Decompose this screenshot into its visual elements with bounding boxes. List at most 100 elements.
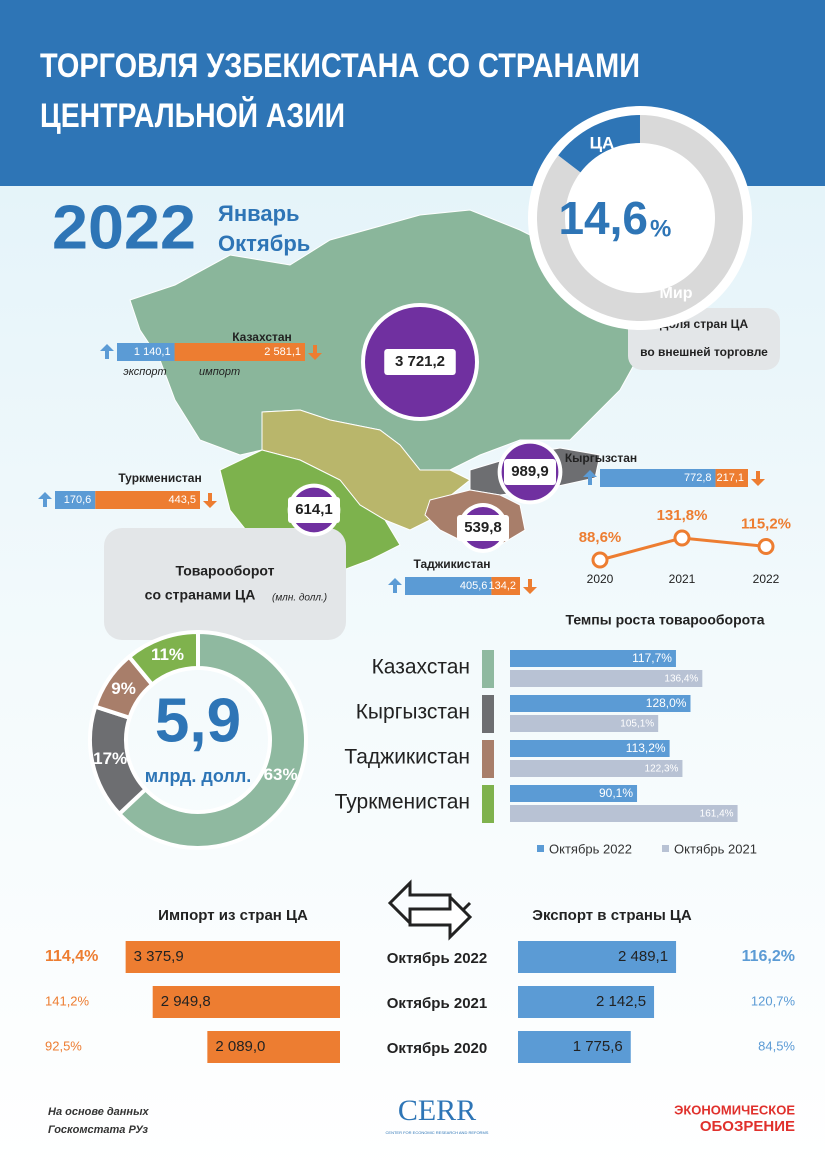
share-world-label: Мир: [660, 285, 693, 302]
growth-bar-label: 105,1%: [620, 719, 654, 730]
export-value: 1 140,1: [134, 346, 171, 358]
import-bar: [152, 986, 340, 1018]
growth-bar-label: 136,4%: [664, 674, 698, 685]
import-value: 3 375,9: [134, 948, 184, 965]
export-value: 1 775,6: [573, 1038, 623, 1055]
export-bar: [518, 986, 655, 1018]
export-arrow: [38, 492, 52, 507]
growth-point: [757, 537, 775, 555]
export-value: 170,6: [64, 494, 92, 506]
import-value: 217,1: [716, 472, 744, 484]
growth-bar: [510, 805, 738, 822]
import-value: 2 949,8: [161, 993, 211, 1010]
growth-year: 2022: [753, 572, 780, 586]
growth-label: 115,2%: [741, 515, 791, 532]
share-unit: %: [650, 215, 671, 242]
growth-bar: [510, 740, 670, 757]
brand-line-2: ОБОЗРЕНИЕ: [700, 1118, 795, 1135]
growth-point: [591, 551, 609, 569]
growth-year: 2021: [669, 572, 696, 586]
country-name: Казахстан: [232, 330, 292, 344]
import-bar: [125, 941, 341, 973]
turnover-segment-label: 11%: [151, 645, 184, 664]
export-growth: 84,5%: [758, 1038, 795, 1053]
growth-bars-title: Темпы роста товарооборота: [565, 612, 764, 628]
turnover-title-2: со странами ЦА: [145, 587, 256, 603]
import-title: Импорт из стран ЦА: [158, 907, 308, 924]
import-value: 134,2: [488, 580, 516, 592]
share-ca-label: ЦА: [590, 133, 615, 152]
period-label: Октябрь 2022: [387, 950, 487, 967]
export-growth: 116,2%: [742, 948, 795, 965]
country-total: 3 721,2: [395, 353, 445, 370]
turnover-unit-note: (млн. долл.): [272, 593, 327, 604]
turnover-segment-label: 9%: [111, 679, 136, 698]
import-bar: [491, 577, 520, 595]
country-swatch: [482, 695, 494, 733]
export-arrow: [388, 578, 402, 593]
import-value: 2 089,0: [215, 1038, 265, 1055]
country-total-box: [384, 349, 456, 375]
country-swatch: [482, 785, 494, 823]
import-value: 443,5: [168, 494, 196, 506]
growth-bar-label: 113,2%: [626, 741, 666, 755]
export-bar: [600, 469, 716, 487]
growth-bar-label: 161,4%: [700, 809, 734, 820]
exchange-arrow-right: [408, 893, 473, 941]
turnover-title-1: Товарооборот: [176, 563, 275, 579]
turnover-segment-label: 17%: [93, 749, 127, 768]
export-bar: [405, 577, 492, 595]
legend-label: Октябрь 2022: [549, 841, 632, 856]
growth-bar-label: 117,7%: [632, 651, 672, 665]
country-total: 539,8: [464, 519, 502, 536]
export-bar: [518, 941, 677, 973]
brand-line-1: ЭКОНОМИЧЕСКОЕ: [674, 1102, 795, 1117]
turnover-segment: [126, 629, 200, 688]
country-total-box: [288, 497, 340, 523]
country-label: Казахстан: [372, 656, 470, 679]
import-caption: импорт: [199, 366, 240, 378]
legend-swatch: [662, 845, 669, 852]
export-bar: [117, 343, 175, 361]
country-total: 989,9: [511, 463, 549, 480]
country-label: Кыргызстан: [356, 701, 470, 724]
growth-bar: [510, 715, 659, 732]
turnover-segment-label: 63%: [264, 765, 298, 784]
turnover-segment: [116, 629, 308, 850]
export-value: 2 142,5: [596, 993, 646, 1010]
country-name: Кыргызстан: [565, 451, 637, 465]
export-caption: экспорт: [123, 366, 166, 378]
legend-swatch: [537, 845, 544, 852]
growth-bar: [510, 670, 703, 687]
country-swatch: [482, 740, 494, 778]
import-bar: [95, 491, 200, 509]
import-arrow: [523, 579, 537, 594]
share-caption-2: во внешней торговле: [640, 345, 768, 359]
country-total-box: [457, 515, 509, 541]
country-label: Туркменистан: [335, 791, 470, 814]
import-arrow: [203, 493, 217, 508]
title-line-1: ТОРГОВЛЯ УЗБЕКИСТАНА СО СТРАНАМИ: [40, 47, 640, 85]
export-value: 772,8: [684, 472, 712, 484]
export-growth: 120,7%: [751, 993, 796, 1008]
period-label: Октябрь 2020: [387, 1040, 487, 1057]
export-title: Экспорт в страны ЦА: [532, 907, 692, 924]
growth-bar-label: 128,0%: [646, 696, 687, 710]
growth-point: [673, 529, 691, 547]
country-name: Туркменистан: [118, 471, 201, 485]
share-ca: [558, 115, 640, 173]
import-value: 2 581,1: [264, 346, 301, 358]
import-arrow: [751, 471, 765, 486]
export-value: 2 489,1: [618, 948, 668, 965]
turnover-total-unit: млрд. долл.: [145, 766, 252, 786]
import-arrow: [308, 345, 322, 360]
title-line-2: ЦЕНТРАЛЬНОЙ АЗИИ: [40, 96, 345, 135]
import-bar: [207, 1031, 340, 1063]
export-arrow: [583, 470, 597, 485]
period-label: Октябрь 2021: [387, 995, 487, 1012]
growth-label: 88,6%: [579, 529, 622, 546]
import-growth: 114,4%: [45, 948, 98, 965]
source-line-1: На основе данных: [48, 1106, 149, 1118]
growth-bar: [510, 785, 638, 802]
